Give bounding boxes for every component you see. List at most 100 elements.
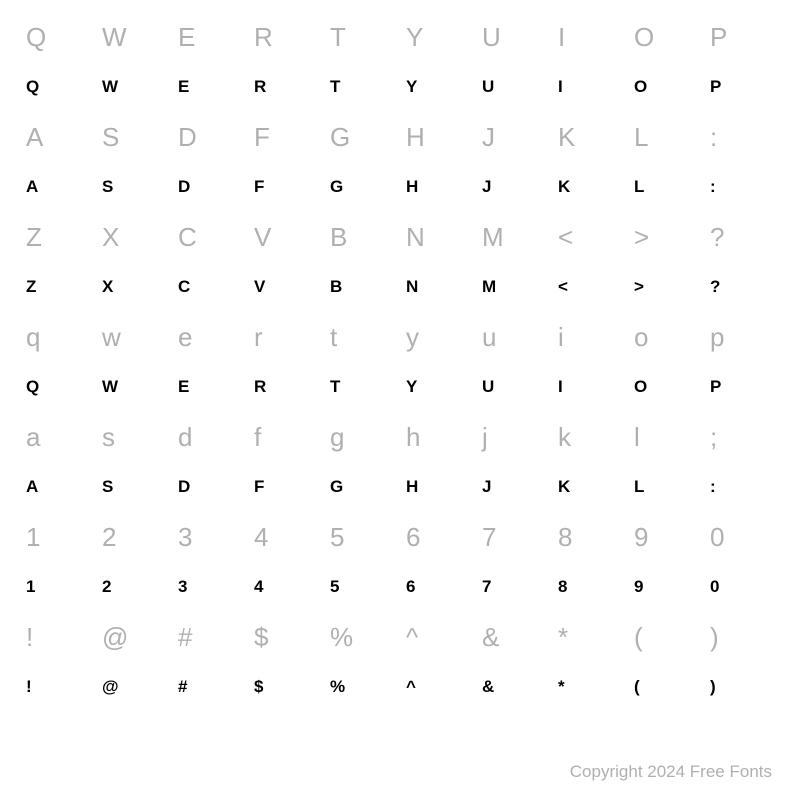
reference-glyph: u — [476, 322, 552, 353]
reference-glyph: * — [552, 622, 628, 653]
sample-row: QWERTYUIOP — [20, 62, 780, 112]
sample-glyph: 3 — [172, 577, 248, 597]
reference-row: ZXCVBNM<>? — [20, 212, 780, 262]
reference-glyph: l — [628, 422, 704, 453]
reference-glyph: P — [704, 22, 780, 53]
reference-glyph: Y — [400, 22, 476, 53]
reference-glyph: 4 — [248, 522, 324, 553]
sample-glyph: D — [172, 177, 248, 197]
sample-glyph: : — [704, 477, 780, 497]
reference-glyph: X — [96, 222, 172, 253]
sample-glyph: S — [96, 177, 172, 197]
sample-glyph: R — [248, 77, 324, 97]
reference-glyph: S — [96, 122, 172, 153]
reference-row: !@#$%^&*() — [20, 612, 780, 662]
reference-row: asdfghjkl; — [20, 412, 780, 462]
sample-glyph: 9 — [628, 577, 704, 597]
reference-glyph: 3 — [172, 522, 248, 553]
reference-glyph: y — [400, 322, 476, 353]
reference-glyph: q — [20, 322, 96, 353]
reference-glyph: ! — [20, 622, 96, 653]
sample-glyph: S — [96, 477, 172, 497]
reference-glyph: o — [628, 322, 704, 353]
sample-glyph: Q — [20, 377, 96, 397]
sample-row: QWERTYUIOP — [20, 362, 780, 412]
reference-glyph: J — [476, 122, 552, 153]
reference-glyph: p — [704, 322, 780, 353]
reference-glyph: i — [552, 322, 628, 353]
reference-glyph: 1 — [20, 522, 96, 553]
reference-glyph: N — [400, 222, 476, 253]
sample-glyph: ^ — [400, 677, 476, 697]
sample-glyph: # — [172, 677, 248, 697]
sample-glyph: D — [172, 477, 248, 497]
reference-glyph: H — [400, 122, 476, 153]
sample-glyph: P — [704, 77, 780, 97]
reference-glyph: ^ — [400, 622, 476, 653]
reference-glyph: R — [248, 22, 324, 53]
sample-glyph: % — [324, 677, 400, 697]
reference-glyph: D — [172, 122, 248, 153]
reference-glyph: w — [96, 322, 172, 353]
sample-glyph: $ — [248, 677, 324, 697]
reference-glyph: L — [628, 122, 704, 153]
sample-row: 1234567890 — [20, 562, 780, 612]
sample-glyph: 7 — [476, 577, 552, 597]
reference-glyph: $ — [248, 622, 324, 653]
sample-glyph: M — [476, 277, 552, 297]
sample-glyph: E — [172, 377, 248, 397]
reference-glyph: k — [552, 422, 628, 453]
reference-glyph: a — [20, 422, 96, 453]
sample-glyph: H — [400, 177, 476, 197]
sample-glyph: U — [476, 77, 552, 97]
reference-glyph: 5 — [324, 522, 400, 553]
reference-glyph: G — [324, 122, 400, 153]
sample-glyph: 4 — [248, 577, 324, 597]
reference-glyph: : — [704, 122, 780, 153]
sample-glyph: F — [248, 177, 324, 197]
sample-glyph: K — [552, 477, 628, 497]
reference-glyph: ; — [704, 422, 780, 453]
reference-glyph: F — [248, 122, 324, 153]
reference-glyph: & — [476, 622, 552, 653]
reference-glyph: 6 — [400, 522, 476, 553]
sample-glyph: ? — [704, 277, 780, 297]
reference-glyph: s — [96, 422, 172, 453]
sample-glyph: W — [96, 377, 172, 397]
sample-glyph: L — [628, 477, 704, 497]
reference-glyph: I — [552, 22, 628, 53]
sample-glyph: * — [552, 677, 628, 697]
reference-glyph: W — [96, 22, 172, 53]
reference-glyph: E — [172, 22, 248, 53]
reference-glyph: 2 — [96, 522, 172, 553]
sample-glyph: 8 — [552, 577, 628, 597]
sample-glyph: 0 — [704, 577, 780, 597]
reference-glyph: A — [20, 122, 96, 153]
reference-glyph: ) — [704, 622, 780, 653]
sample-glyph: : — [704, 177, 780, 197]
sample-glyph: 2 — [96, 577, 172, 597]
reference-glyph: % — [324, 622, 400, 653]
sample-glyph: Z — [20, 277, 96, 297]
sample-glyph: H — [400, 477, 476, 497]
character-map-grid: QWERTYUIOPQWERTYUIOPASDFGHJKL:ASDFGHJKL:… — [0, 0, 800, 712]
reference-glyph: f — [248, 422, 324, 453]
sample-glyph: O — [628, 77, 704, 97]
reference-glyph: O — [628, 22, 704, 53]
sample-glyph: G — [324, 477, 400, 497]
reference-glyph: ? — [704, 222, 780, 253]
reference-glyph: h — [400, 422, 476, 453]
sample-glyph: W — [96, 77, 172, 97]
copyright-footer: Copyright 2024 Free Fonts — [570, 762, 772, 782]
sample-glyph: Y — [400, 77, 476, 97]
sample-row: !@#$%^&*() — [20, 662, 780, 712]
sample-glyph: I — [552, 77, 628, 97]
sample-glyph: P — [704, 377, 780, 397]
reference-glyph: j — [476, 422, 552, 453]
reference-glyph: r — [248, 322, 324, 353]
sample-glyph: & — [476, 677, 552, 697]
reference-glyph: K — [552, 122, 628, 153]
reference-glyph: d — [172, 422, 248, 453]
reference-glyph: 8 — [552, 522, 628, 553]
sample-glyph: 5 — [324, 577, 400, 597]
